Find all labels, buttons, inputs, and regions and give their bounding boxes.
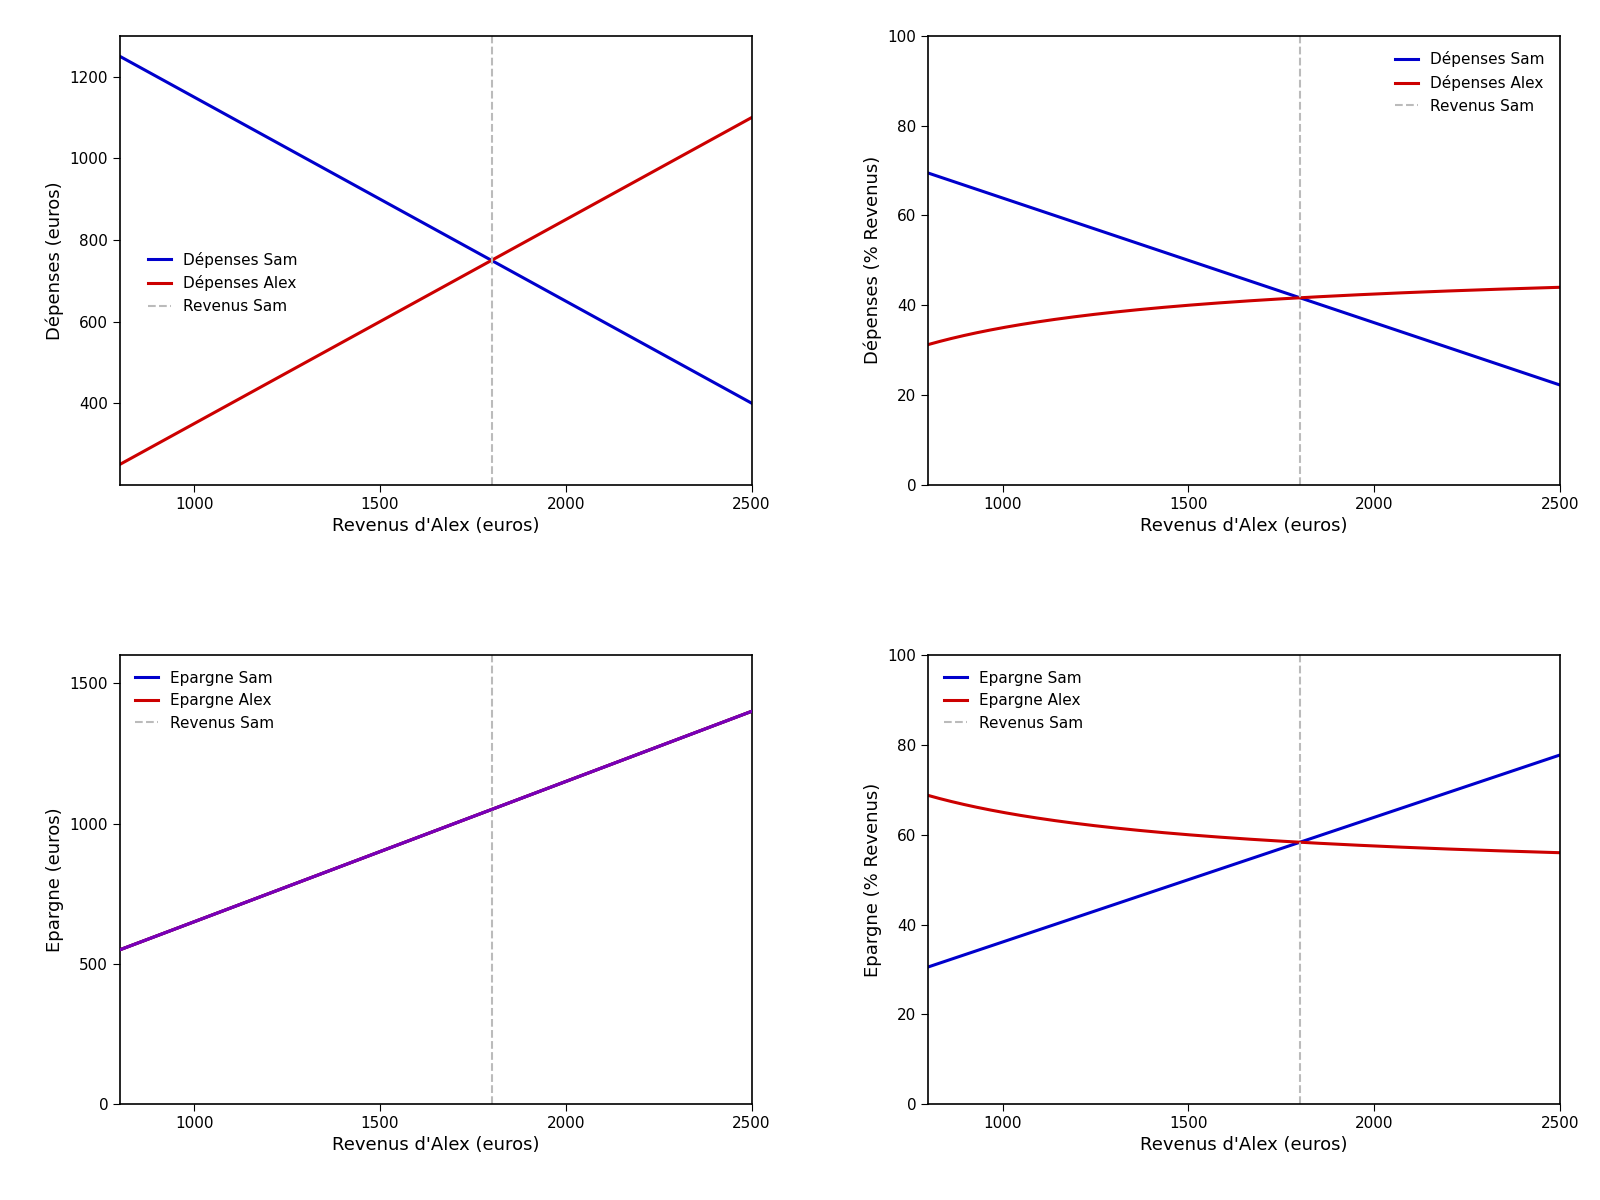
- Dépenses Sam: [1536, 373, 1555, 388]
- Epargne Alex: [1222, 830, 1242, 845]
- Y-axis label: Epargne (% Revenus): Epargne (% Revenus): [864, 782, 882, 977]
- Revenus Sam: [482, 559, 501, 574]
- Epargne Sam: [1222, 858, 1242, 872]
- Epargne Alex: [414, 828, 434, 842]
- Dépenses Sam: [486, 256, 506, 270]
- Epargne Sam: [486, 800, 506, 815]
- Epargne Alex: [486, 800, 506, 815]
- Epargne Sam: [629, 748, 648, 762]
- Epargne Alex: [1294, 835, 1314, 850]
- Dépenses Sam: [742, 396, 762, 410]
- Dépenses Sam: [726, 388, 746, 402]
- Revenus Sam: [482, 1097, 501, 1111]
- Line: Dépenses Sam: Dépenses Sam: [120, 56, 752, 403]
- Revenus Sam: [1290, 473, 1309, 487]
- X-axis label: Revenus d'Alex (euros): Revenus d'Alex (euros): [1141, 517, 1347, 535]
- Epargne Alex: [918, 788, 938, 803]
- Dépenses Alex: [1219, 295, 1238, 310]
- Legend: Dépenses Sam, Dépenses Alex, Revenus Sam: Dépenses Sam, Dépenses Alex, Revenus Sam: [141, 244, 306, 322]
- Line: Dépenses Alex: Dépenses Alex: [928, 287, 1560, 344]
- Epargne Sam: [1536, 752, 1555, 767]
- Epargne Alex: [1550, 846, 1570, 860]
- Legend: Epargne Sam, Epargne Alex, Revenus Sam: Epargne Sam, Epargne Alex, Revenus Sam: [936, 662, 1091, 738]
- Epargne Alex: [410, 829, 429, 844]
- Revenus Sam: [1290, 1097, 1309, 1111]
- Revenus Sam: [482, 559, 501, 574]
- Dépenses Sam: [414, 216, 434, 230]
- Epargne Sam: [414, 828, 434, 842]
- Epargne Alex: [742, 704, 762, 719]
- Epargne Alex: [1437, 841, 1456, 856]
- Line: Dépenses Sam: Dépenses Sam: [928, 173, 1560, 385]
- X-axis label: Revenus d'Alex (euros): Revenus d'Alex (euros): [1141, 1136, 1347, 1154]
- Dépenses Sam: [1294, 292, 1314, 306]
- Dépenses Alex: [726, 119, 746, 133]
- Legend: Epargne Sam, Epargne Alex, Revenus Sam: Epargne Sam, Epargne Alex, Revenus Sam: [128, 662, 282, 738]
- Dépenses Sam: [918, 166, 938, 180]
- Revenus Sam: [482, 1097, 501, 1111]
- Epargne Alex: [453, 814, 472, 828]
- Dépenses Sam: [1437, 340, 1456, 354]
- X-axis label: Revenus d'Alex (euros): Revenus d'Alex (euros): [333, 517, 539, 535]
- Epargne Sam: [918, 960, 938, 974]
- Dépenses Sam: [453, 236, 472, 251]
- Dépenses Alex: [1294, 290, 1314, 305]
- Legend: Dépenses Sam, Dépenses Alex, Revenus Sam: Dépenses Sam, Dépenses Alex, Revenus Sam: [1387, 43, 1552, 121]
- Epargne Sam: [726, 710, 746, 725]
- Dépenses Alex: [629, 173, 648, 187]
- Line: Epargne Alex: Epargne Alex: [928, 796, 1560, 853]
- Dépenses Alex: [1437, 284, 1456, 299]
- Dépenses Alex: [1550, 280, 1570, 294]
- Line: Epargne Sam: Epargne Sam: [928, 755, 1560, 967]
- Dépenses Alex: [742, 110, 762, 125]
- Epargne Sam: [742, 704, 762, 719]
- X-axis label: Revenus d'Alex (euros): Revenus d'Alex (euros): [333, 1136, 539, 1154]
- Revenus Sam: [1290, 1092, 1309, 1106]
- Dépenses Alex: [414, 290, 434, 305]
- Dépenses Alex: [453, 270, 472, 284]
- Epargne Sam: [110, 942, 130, 956]
- Dépenses Sam: [110, 49, 130, 64]
- Epargne Sam: [1294, 834, 1314, 848]
- Dépenses Alex: [1261, 293, 1280, 307]
- Epargne Alex: [1261, 833, 1280, 847]
- Y-axis label: Dépenses (euros): Dépenses (euros): [46, 181, 64, 340]
- Line: Epargne Alex: Epargne Alex: [120, 712, 752, 949]
- Dépenses Sam: [410, 214, 429, 228]
- Dépenses Sam: [1222, 268, 1242, 282]
- Epargne Sam: [410, 829, 429, 844]
- Dépenses Alex: [1222, 295, 1242, 310]
- Dépenses Alex: [486, 251, 506, 265]
- Epargne Alex: [629, 748, 648, 762]
- Line: Dépenses Alex: Dépenses Alex: [120, 118, 752, 464]
- Dépenses Sam: [629, 334, 648, 348]
- Epargne Sam: [453, 814, 472, 828]
- Dépenses Sam: [1219, 266, 1238, 281]
- Epargne Alex: [726, 710, 746, 725]
- Epargne Alex: [1219, 830, 1238, 845]
- Dépenses Alex: [110, 457, 130, 472]
- Epargne Sam: [1550, 748, 1570, 762]
- Dépenses Alex: [918, 337, 938, 352]
- Line: Epargne Sam: Epargne Sam: [120, 712, 752, 949]
- Epargne Alex: [110, 942, 130, 956]
- Epargne Sam: [1261, 845, 1280, 859]
- Epargne Alex: [1536, 845, 1555, 859]
- Dépenses Alex: [410, 293, 429, 307]
- Dépenses Sam: [1550, 378, 1570, 392]
- Epargne Sam: [1219, 859, 1238, 874]
- Dépenses Alex: [1536, 281, 1555, 295]
- Dépenses Sam: [1261, 281, 1280, 295]
- Epargne Sam: [1437, 786, 1456, 800]
- Y-axis label: Epargne (euros): Epargne (euros): [46, 808, 64, 952]
- Revenus Sam: [1290, 478, 1309, 492]
- Y-axis label: Dépenses (% Revenus): Dépenses (% Revenus): [864, 156, 882, 365]
